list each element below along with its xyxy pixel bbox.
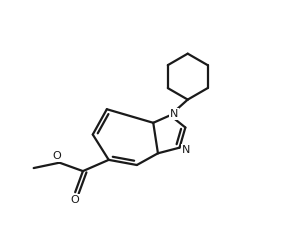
Text: N: N (170, 109, 179, 119)
Text: O: O (52, 151, 61, 161)
Text: N: N (181, 144, 190, 155)
Text: O: O (71, 195, 80, 205)
